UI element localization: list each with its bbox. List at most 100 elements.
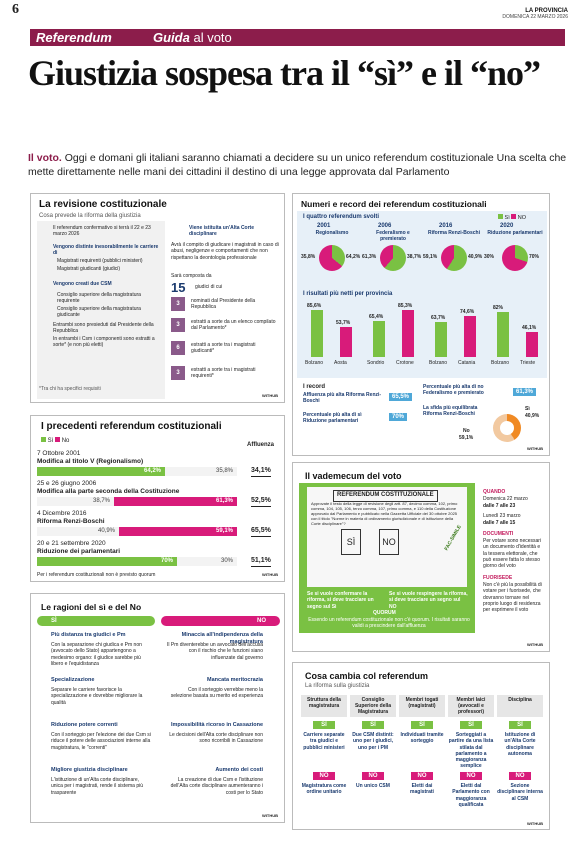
prec-name: Riforma Renzi-Boschi xyxy=(37,518,105,525)
rec4-no-value: 59,1% xyxy=(459,435,474,441)
province-name: Bolzano xyxy=(491,360,510,366)
cambia-si-text: Sorteggiati a partire da una lista stila… xyxy=(448,732,494,770)
pie-si-value: 30% xyxy=(484,254,495,260)
cambia-col-header: Membri togati (magistrati) xyxy=(399,695,445,717)
ragione-si-desc: Con la separazione chi giudica e Pm non … xyxy=(51,642,142,667)
province-value: 63,7% xyxy=(431,315,446,321)
province-name: Sondrio xyxy=(367,360,385,366)
rec3: Percentuale più alta di no Federalismo e… xyxy=(423,384,484,397)
scheda-title: REFERENDUM COSTITUZIONALE xyxy=(333,490,438,502)
ragione-no-title: Impossibilità ricorso in Cassazione xyxy=(171,722,263,728)
pie-si-value: 59,1% xyxy=(423,254,438,260)
cambia-no-tag: NO xyxy=(411,772,433,780)
rec1-value: 65,5% xyxy=(389,393,413,401)
prec-legend-si: Sì xyxy=(47,438,54,444)
scheda-si-box[interactable]: SÌ xyxy=(341,529,361,555)
fuorisede-text: Non c'è più la possibilità di votare per… xyxy=(483,582,542,613)
pie-chart xyxy=(380,245,406,271)
masthead: LA PROVINCIA DOMENICA 22 MARZO 2026 xyxy=(502,8,568,20)
lead-text: Oggi e domani gli italiani saranno chiam… xyxy=(28,152,567,178)
quorum-text: Essendo un referendum costituzionale non… xyxy=(308,617,470,630)
prec-name: Modifica al titolo V (Regionalismo) xyxy=(37,458,144,465)
prec-si-bar: 38,7% xyxy=(37,497,114,506)
cambia-no-tag: NO xyxy=(362,772,384,780)
cambia-no-text: Eletti dal Parlamento con maggioranza qu… xyxy=(452,783,490,808)
rec3-value: 61,3% xyxy=(513,388,537,396)
cambia-subtitle: La riforma sulla giustizia xyxy=(305,683,370,689)
cambia-si-tag: SÌ xyxy=(313,721,335,729)
prec-no-bar: 35,8% xyxy=(165,467,237,476)
riforma-title: La revisione costituzionale xyxy=(39,199,167,210)
cambia-col-header: Membri laici (avvocati e professori) xyxy=(448,695,494,717)
province-bar xyxy=(435,322,447,357)
prec-date: 7 Ottobre 2001 xyxy=(37,450,81,457)
ragioni-title: Le ragioni del sì e del No xyxy=(41,602,142,612)
fuorisede-title: FUORISEDE xyxy=(483,575,513,581)
legend-no-swatch xyxy=(511,214,517,219)
righe-3-n: 3 xyxy=(171,366,185,380)
riforma-csm: Vengono creati due CSM xyxy=(53,281,112,287)
vademecum-title: Il vademecum del voto xyxy=(305,471,402,481)
brand-name: LA PROVINCIA xyxy=(525,8,568,14)
ragione-si-title: Specializzazione xyxy=(51,677,95,683)
ragione-si-desc: Con il sorteggio per l'elezione dei due … xyxy=(51,732,151,751)
province-value: 85,6% xyxy=(307,303,322,309)
prec-no-bar: 61,3% xyxy=(114,497,237,506)
cambia-si-tag: SÌ xyxy=(411,721,433,729)
section-name: Referendum xyxy=(36,30,112,45)
quorum-title: QUORUM xyxy=(373,610,396,616)
precedenti-note: Per i referendum costituzionali non è pr… xyxy=(37,572,156,578)
ragione-no-desc: Il Pm diventerebbe un avvocato dell'accu… xyxy=(167,642,264,661)
province-title: I risultati più netti per provincia xyxy=(303,291,393,297)
province-bar xyxy=(402,310,414,357)
righe-2-t: estratti a sorte tra i magistrati giudic… xyxy=(191,342,256,355)
prec-si-bar: 64,2% xyxy=(37,467,165,476)
pie-si-value: 61,3% xyxy=(362,254,377,260)
prec-no-swatch xyxy=(55,437,61,442)
precedenti-title: I precedenti referendum costituzionali xyxy=(41,421,222,432)
cambia-no-text: Eletti dai magistrati xyxy=(410,783,434,796)
riforma-distinti: Vengono distinte inesorabilmente le carr… xyxy=(53,244,159,257)
scheda-no-box[interactable]: NO xyxy=(379,529,399,555)
riforma-csm-2: Consiglio superiore della magistratura g… xyxy=(57,306,141,319)
righe-1-n: 3 xyxy=(171,318,185,332)
scheda xyxy=(307,487,467,587)
ragione-no-title: Mancata meritocrazia xyxy=(207,677,263,683)
quando-lun-h: dalle 7 alle 15 xyxy=(483,520,516,526)
riforma-distinti-2: Magistrati giudicanti (giudici) xyxy=(57,266,121,272)
pie-name: Riduzione parlamentari xyxy=(487,230,543,236)
prec-affluenza: 51,1% xyxy=(251,557,271,567)
cambia-si-text: Individuati tramite sorteggio xyxy=(400,732,444,745)
record-title: I record xyxy=(303,384,326,390)
righe-0-t: nominati dal Presidente della Repubblica xyxy=(191,298,256,311)
ragioni-no-header: NO xyxy=(161,616,280,626)
prec-name: Modifica alla parte seconda della Costit… xyxy=(37,488,180,495)
province-value: 65,4% xyxy=(369,314,384,320)
rec2-value: 70% xyxy=(389,413,408,421)
riforma-estratti: In entrambi i Csm i componenti sono estr… xyxy=(53,336,155,349)
pie-si-value: 35,8% xyxy=(301,254,316,260)
quando-dom: Domenica 22 marzo xyxy=(483,496,528,502)
cambia-si-text: Carriere separate tra giudici e pubblici… xyxy=(303,732,345,751)
province-name: Bolzano xyxy=(429,360,448,366)
riforma-ref: Il referendum confermativo si terrà il 2… xyxy=(53,225,151,238)
cambia-col-header: Struttura della magistratura xyxy=(301,695,347,717)
riforma-distinti-1: Magistrati requirenti (pubblici minister… xyxy=(57,258,143,264)
province-bar xyxy=(464,316,476,357)
precedenti-legend: Sì No xyxy=(41,437,69,446)
prec-si-bar: 70% xyxy=(37,557,177,566)
quando-dom-h: dalle 7 alle 23 xyxy=(483,503,516,509)
cambia-box: Cosa cambia col referendum La riforma su… xyxy=(292,662,550,830)
precedenti-box: I precedenti referendum costituzionali S… xyxy=(30,415,285,582)
province-value: 85,3% xyxy=(398,303,413,309)
riforma-box: La revisione costituzionale Cosa prevede… xyxy=(30,193,285,403)
cambia-no-tag: NO xyxy=(313,772,335,780)
pie-name: Riforma Renzi-Boschi xyxy=(428,230,480,236)
guide-rest: al voto xyxy=(193,30,232,45)
numeri-title: Numeri e record dei referendum costituzi… xyxy=(301,199,487,209)
pie-year: 2020 xyxy=(500,223,514,229)
cambia-col-header: Consiglio Superiore della Magistratura xyxy=(350,695,396,717)
prec-date: 4 Dicembre 2016 xyxy=(37,510,87,517)
vade-conferma: Se si vuole confermare la riforma, si de… xyxy=(307,591,374,610)
lead: Il voto. Oggi e domani gli italiani sara… xyxy=(28,152,568,179)
